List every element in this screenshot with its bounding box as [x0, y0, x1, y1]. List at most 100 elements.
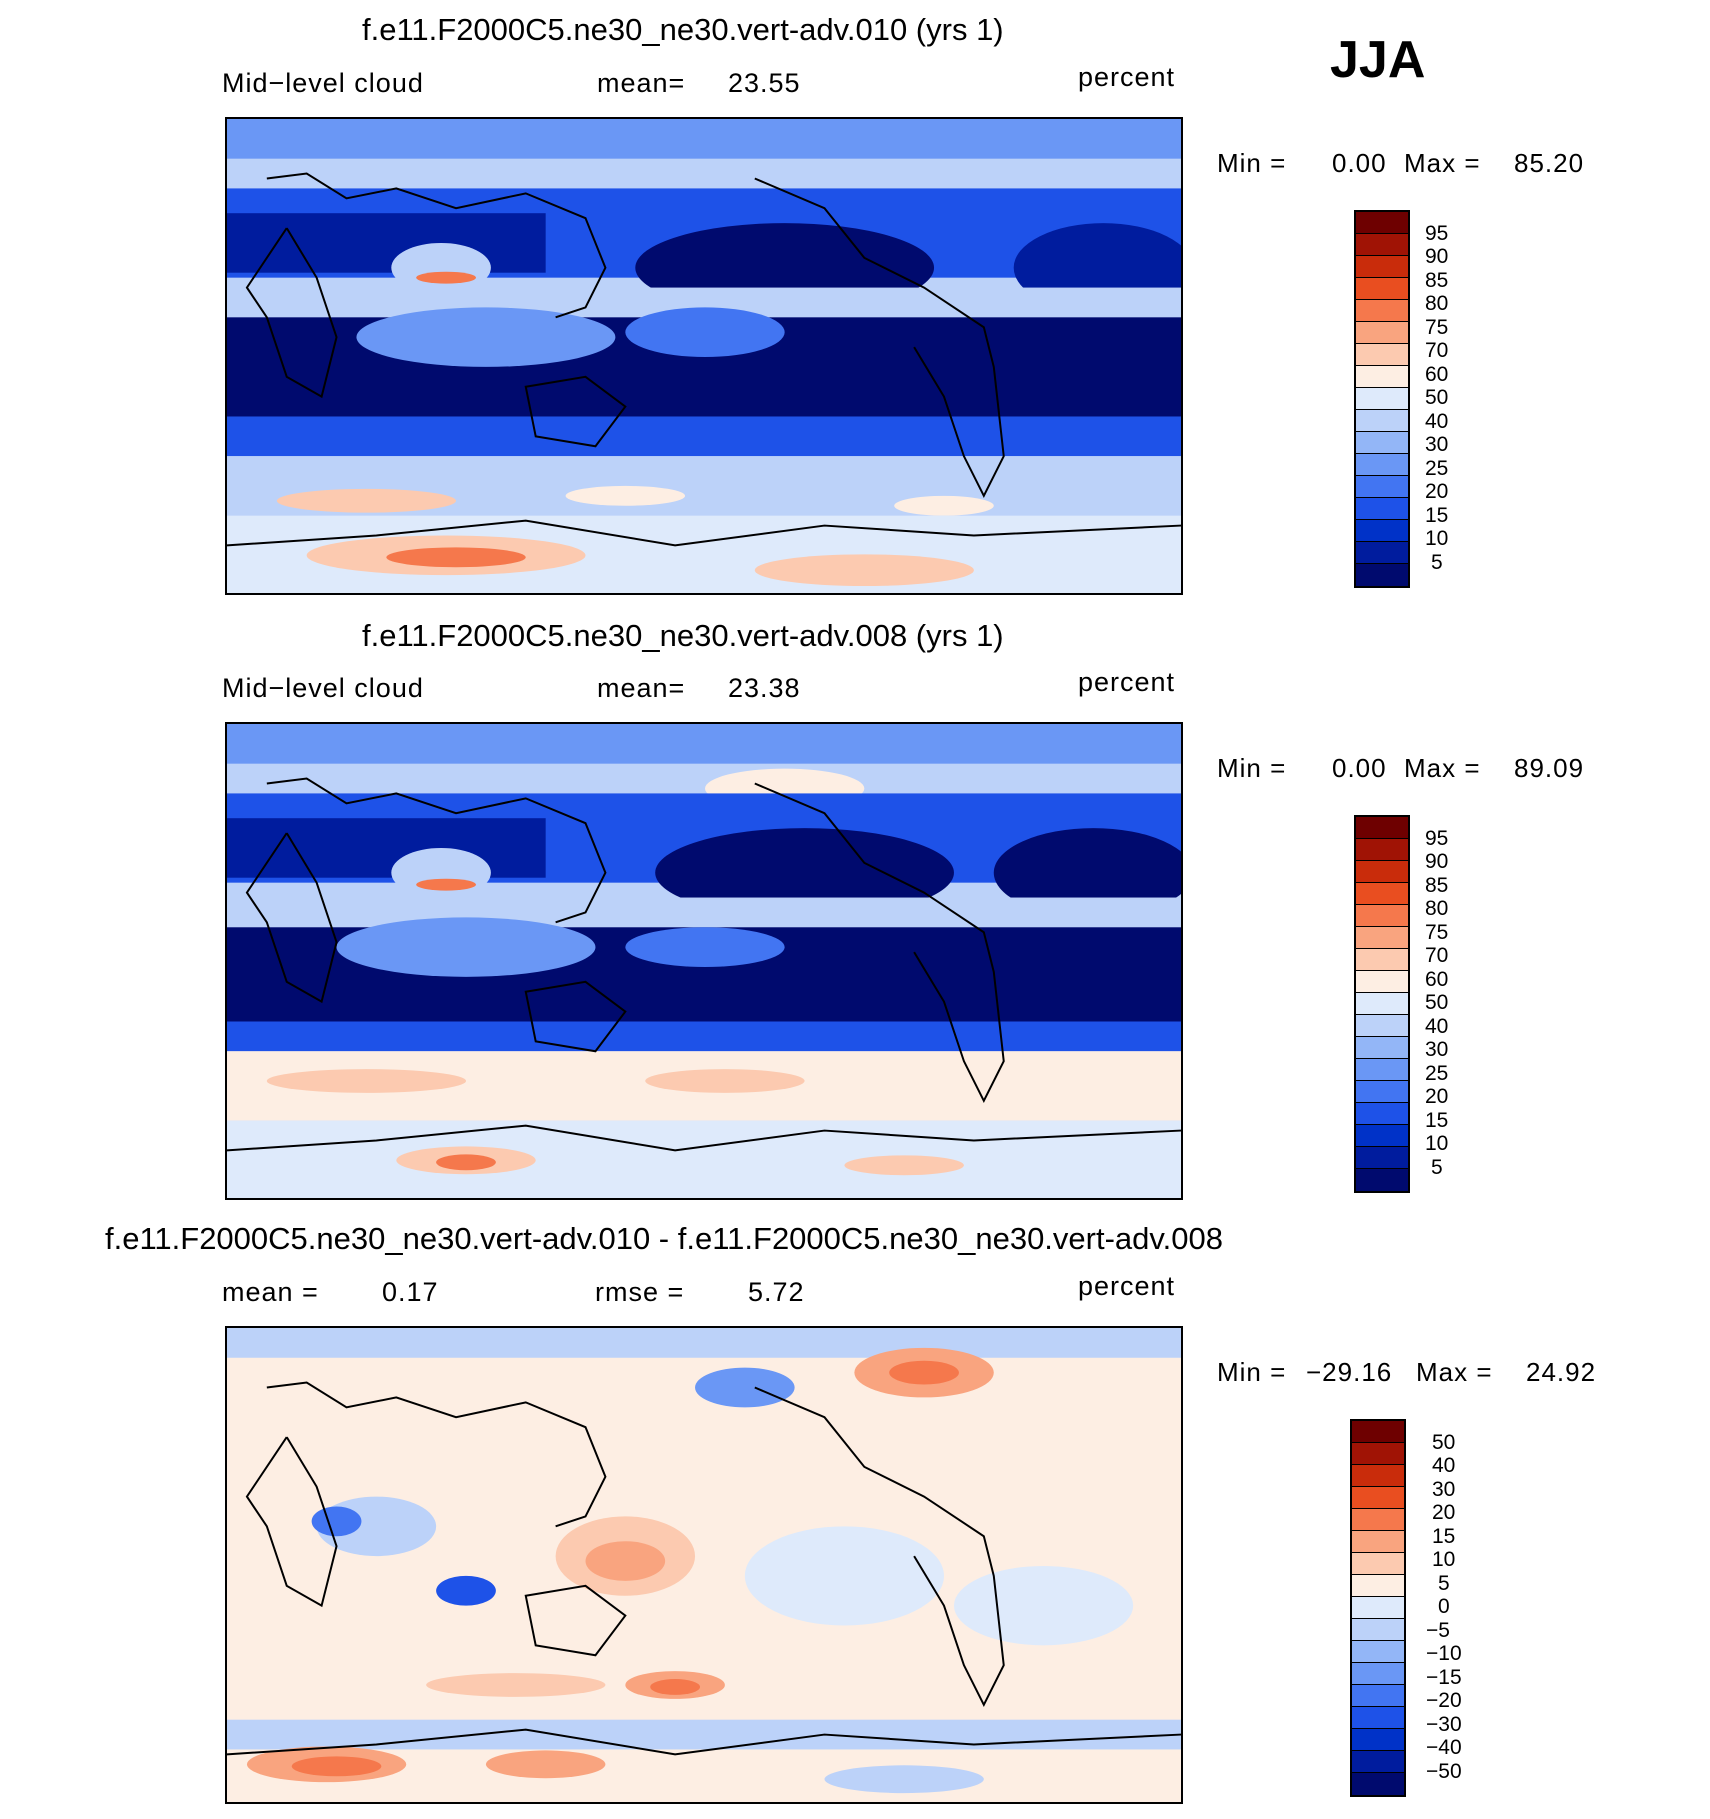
- panel-3-colorbar-swatch: [1352, 1729, 1404, 1751]
- panel-2-min-label: Min =: [1217, 753, 1287, 783]
- panel-3-rmse-label: rmse =: [595, 1277, 685, 1307]
- panel-2-colorbar-swatch: [1356, 1103, 1408, 1125]
- colorbar-tick-label: 50: [1425, 991, 1449, 1014]
- colorbar-tick-label: 50: [1432, 1431, 1456, 1454]
- colorbar-tick-label: 80: [1425, 897, 1449, 920]
- panel-3-map-svg: [227, 1328, 1181, 1802]
- colorbar-tick-label: 30: [1425, 433, 1449, 456]
- panel-2-mean-value: 23.38: [728, 673, 801, 703]
- panel-1-colorbar-swatch: [1356, 344, 1408, 366]
- panel-2-min-value: 0.00: [1332, 753, 1387, 783]
- panel-1-colorbar-swatch: [1356, 212, 1408, 234]
- colorbar-tick-label: 15: [1432, 1525, 1456, 1548]
- panel-1-colorbar-swatch: [1356, 564, 1408, 586]
- panel-1-colorbar-swatch: [1356, 542, 1408, 564]
- colorbar-tick-label: 50: [1425, 386, 1449, 409]
- panel-2-colorbar-swatch: [1356, 883, 1408, 905]
- panel-3-colorbar-swatch: [1352, 1509, 1404, 1531]
- panel-2-map-svg: [227, 724, 1181, 1198]
- panel-1-units: percent: [1078, 62, 1176, 92]
- panel-2-colorbar-swatch: [1356, 1169, 1408, 1191]
- panel-1-map: [225, 117, 1183, 595]
- panel-2-variable-label: Mid−level cloud: [222, 673, 424, 703]
- colorbar-tick-label: −30: [1426, 1713, 1462, 1736]
- panel-1-max-value: 85.20: [1514, 148, 1585, 178]
- colorbar-tick-label: 10: [1425, 1132, 1449, 1155]
- colorbar-tick-label: 80: [1425, 292, 1449, 315]
- panel-2-mean-label: mean=: [597, 673, 686, 703]
- panel-1-colorbar-swatch: [1356, 278, 1408, 300]
- panel-1-colorbar-swatch: [1356, 300, 1408, 322]
- panel-3-colorbar-swatch: [1352, 1575, 1404, 1597]
- panel-2-colorbar-swatch: [1356, 971, 1408, 993]
- colorbar-tick-label: 15: [1425, 504, 1449, 527]
- panel-3-mean-value: 0.17: [382, 1277, 439, 1307]
- panel-3-colorbar-swatch: [1352, 1619, 1404, 1641]
- panel-3-colorbar-swatch: [1352, 1707, 1404, 1729]
- panel-3-colorbar-swatch: [1352, 1685, 1404, 1707]
- colorbar-tick-label: 75: [1425, 316, 1449, 339]
- panel-1-title: f.e11.F2000C5.ne30_ne30.vert-adv.010 (yr…: [362, 12, 1004, 47]
- colorbar-tick-label: 25: [1425, 1062, 1449, 1085]
- panel-2-map: [225, 722, 1183, 1200]
- colorbar-tick-label: 60: [1425, 363, 1449, 386]
- panel-1-min-value: 0.00: [1332, 148, 1387, 178]
- colorbar-tick-label: 10: [1425, 527, 1449, 550]
- season-label: JJA: [1330, 31, 1426, 89]
- panel-2-colorbar-swatch: [1356, 1147, 1408, 1169]
- panel-2-colorbar-swatch: [1356, 905, 1408, 927]
- panel-3-mean-label: mean =: [222, 1277, 319, 1307]
- panel-3-map: [225, 1326, 1183, 1804]
- panel-2-max-value: 89.09: [1514, 753, 1585, 783]
- panel-3-min-value: −29.16: [1306, 1357, 1393, 1387]
- colorbar-tick-label: 10: [1432, 1548, 1456, 1571]
- colorbar-tick-label: 40: [1432, 1454, 1456, 1477]
- panel-2-max-label: Max =: [1404, 753, 1481, 783]
- panel-1-colorbar-swatch: [1356, 322, 1408, 344]
- colorbar-tick-label: 20: [1425, 1085, 1449, 1108]
- panel-3-colorbar-swatch: [1352, 1531, 1404, 1553]
- colorbar-tick-label: 0: [1438, 1595, 1450, 1618]
- panel-1-colorbar-swatch: [1356, 454, 1408, 476]
- panel-3-colorbar-swatch: [1352, 1597, 1404, 1619]
- colorbar-tick-label: 90: [1425, 245, 1449, 268]
- panel-2-colorbar-swatch: [1356, 927, 1408, 949]
- panel-3-colorbar-swatch: [1352, 1641, 1404, 1663]
- colorbar-tick-label: 15: [1425, 1109, 1449, 1132]
- colorbar-tick-label: −10: [1426, 1642, 1462, 1665]
- panel-2-colorbar-swatch: [1356, 1059, 1408, 1081]
- panel-2-colorbar-swatch: [1356, 1081, 1408, 1103]
- colorbar-tick-label: 85: [1425, 269, 1449, 292]
- colorbar-tick-label: 30: [1425, 1038, 1449, 1061]
- colorbar-tick-label: 5: [1438, 1572, 1450, 1595]
- colorbar-tick-label: 70: [1425, 339, 1449, 362]
- panel-2-colorbar-swatch: [1356, 861, 1408, 883]
- panel-2-colorbar-swatch: [1356, 949, 1408, 971]
- colorbar-tick-label: 70: [1425, 944, 1449, 967]
- panel-2-colorbar-swatch: [1356, 817, 1408, 839]
- colorbar-tick-label: 20: [1425, 480, 1449, 503]
- panel-3-colorbar-swatch: [1352, 1487, 1404, 1509]
- colorbar-tick-label: 20: [1432, 1501, 1456, 1524]
- panel-1-min-label: Min =: [1217, 148, 1287, 178]
- panel-1-colorbar-swatch: [1356, 498, 1408, 520]
- colorbar-tick-label: 40: [1425, 410, 1449, 433]
- colorbar-tick-label: 60: [1425, 968, 1449, 991]
- panel-3-title: f.e11.F2000C5.ne30_ne30.vert-adv.010 - f…: [105, 1221, 1223, 1256]
- panel-3-colorbar-swatch: [1352, 1751, 1404, 1773]
- panel-3-colorbar-swatch: [1352, 1553, 1404, 1575]
- panel-2-colorbar-swatch: [1356, 1125, 1408, 1147]
- panel-1-mean-value: 23.55: [728, 68, 801, 98]
- panel-1-mean-label: mean=: [597, 68, 686, 98]
- colorbar-tick-label: −5: [1426, 1619, 1450, 1642]
- panel-2-title: f.e11.F2000C5.ne30_ne30.vert-adv.008 (yr…: [362, 618, 1004, 653]
- panel-3-colorbar-swatch: [1352, 1663, 1404, 1685]
- colorbar-tick-label: 25: [1425, 457, 1449, 480]
- colorbar-tick-label: 30: [1432, 1478, 1456, 1501]
- panel-2-colorbar: [1354, 815, 1410, 1193]
- colorbar-tick-label: 5: [1431, 1156, 1443, 1179]
- panel-2-colorbar-swatch: [1356, 1037, 1408, 1059]
- panel-1-colorbar-swatch: [1356, 256, 1408, 278]
- colorbar-tick-label: 85: [1425, 874, 1449, 897]
- colorbar-tick-label: 95: [1425, 827, 1449, 850]
